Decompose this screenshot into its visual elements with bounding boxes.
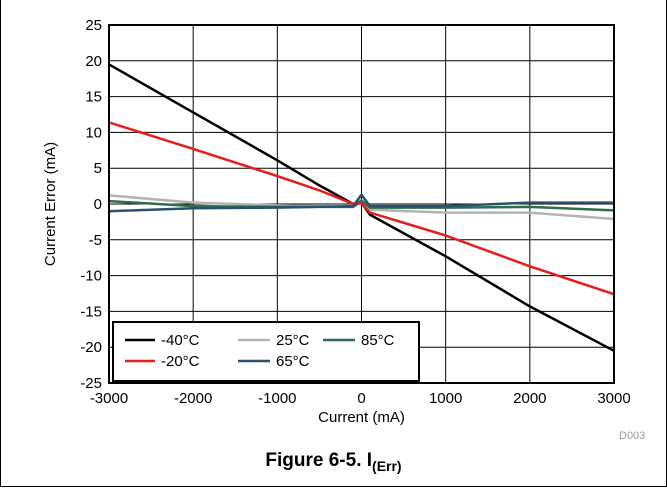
y-tick-label-3: 10 bbox=[85, 124, 102, 141]
series-line-5 bbox=[108, 193, 614, 213]
current-error-chart: 25 20 15 10 5 0 -5 -10 -15 -20 -25 -3000 -2000 -1000… bbox=[42, 17, 631, 426]
y-tick-label-5: 0 bbox=[94, 196, 102, 213]
legend-label-1: -40°C bbox=[161, 332, 200, 349]
y-tick-label-6: -5 bbox=[89, 232, 102, 249]
series-line-4 bbox=[108, 121, 615, 296]
caption-subscript: (Err) bbox=[372, 457, 402, 474]
y-tick-label-4: 5 bbox=[94, 160, 102, 177]
x-tick-label-5: 2000 bbox=[513, 390, 546, 407]
y-tick-label-10: -25 bbox=[80, 375, 102, 392]
series-lines bbox=[108, 63, 615, 352]
x-axis-label: Current (mA) bbox=[318, 409, 405, 426]
y-tick-label-7: -10 bbox=[80, 268, 102, 285]
y-tick-labels: 25 20 15 10 5 0 -5 -10 -15 -20 -25 bbox=[80, 17, 102, 392]
plot-border bbox=[108, 24, 615, 384]
y-tick-label-2: 15 bbox=[85, 89, 102, 106]
legend-label-5: 65°C bbox=[276, 353, 310, 370]
legend-label-4: -20°C bbox=[161, 353, 200, 370]
legend: -40°C 25°C 85°C -20°C 65°C bbox=[112, 321, 420, 382]
caption-text: Figure 6-5. I bbox=[265, 450, 373, 471]
x-tick-label-6: 3000 bbox=[597, 390, 630, 407]
series-line-3 bbox=[108, 199, 615, 212]
y-axis-label: Current Error (mA) bbox=[42, 142, 59, 266]
y-tick-label-8: -15 bbox=[80, 303, 102, 320]
legend-label-2: 25°C bbox=[276, 332, 310, 349]
legend-box bbox=[112, 321, 420, 382]
x-tick-label-2: -1000 bbox=[258, 390, 296, 407]
figure-caption: Figure 6-5. I(Err) bbox=[0, 450, 667, 474]
x-tick-label-4: 1000 bbox=[429, 390, 462, 407]
legend-label-3: 85°C bbox=[361, 332, 395, 349]
y-tick-label-0: 25 bbox=[85, 17, 102, 34]
x-tick-label-1: -2000 bbox=[174, 390, 212, 407]
y-tick-label-1: 20 bbox=[85, 53, 102, 70]
y-tick-label-9: -20 bbox=[80, 339, 102, 356]
x-tick-label-3: 0 bbox=[357, 390, 365, 407]
x-tick-labels: -3000 -2000 -1000 0 1000 2000 3000 bbox=[90, 390, 631, 407]
figure-id: D003 bbox=[619, 430, 646, 442]
x-tick-label-0: -3000 bbox=[90, 390, 128, 407]
